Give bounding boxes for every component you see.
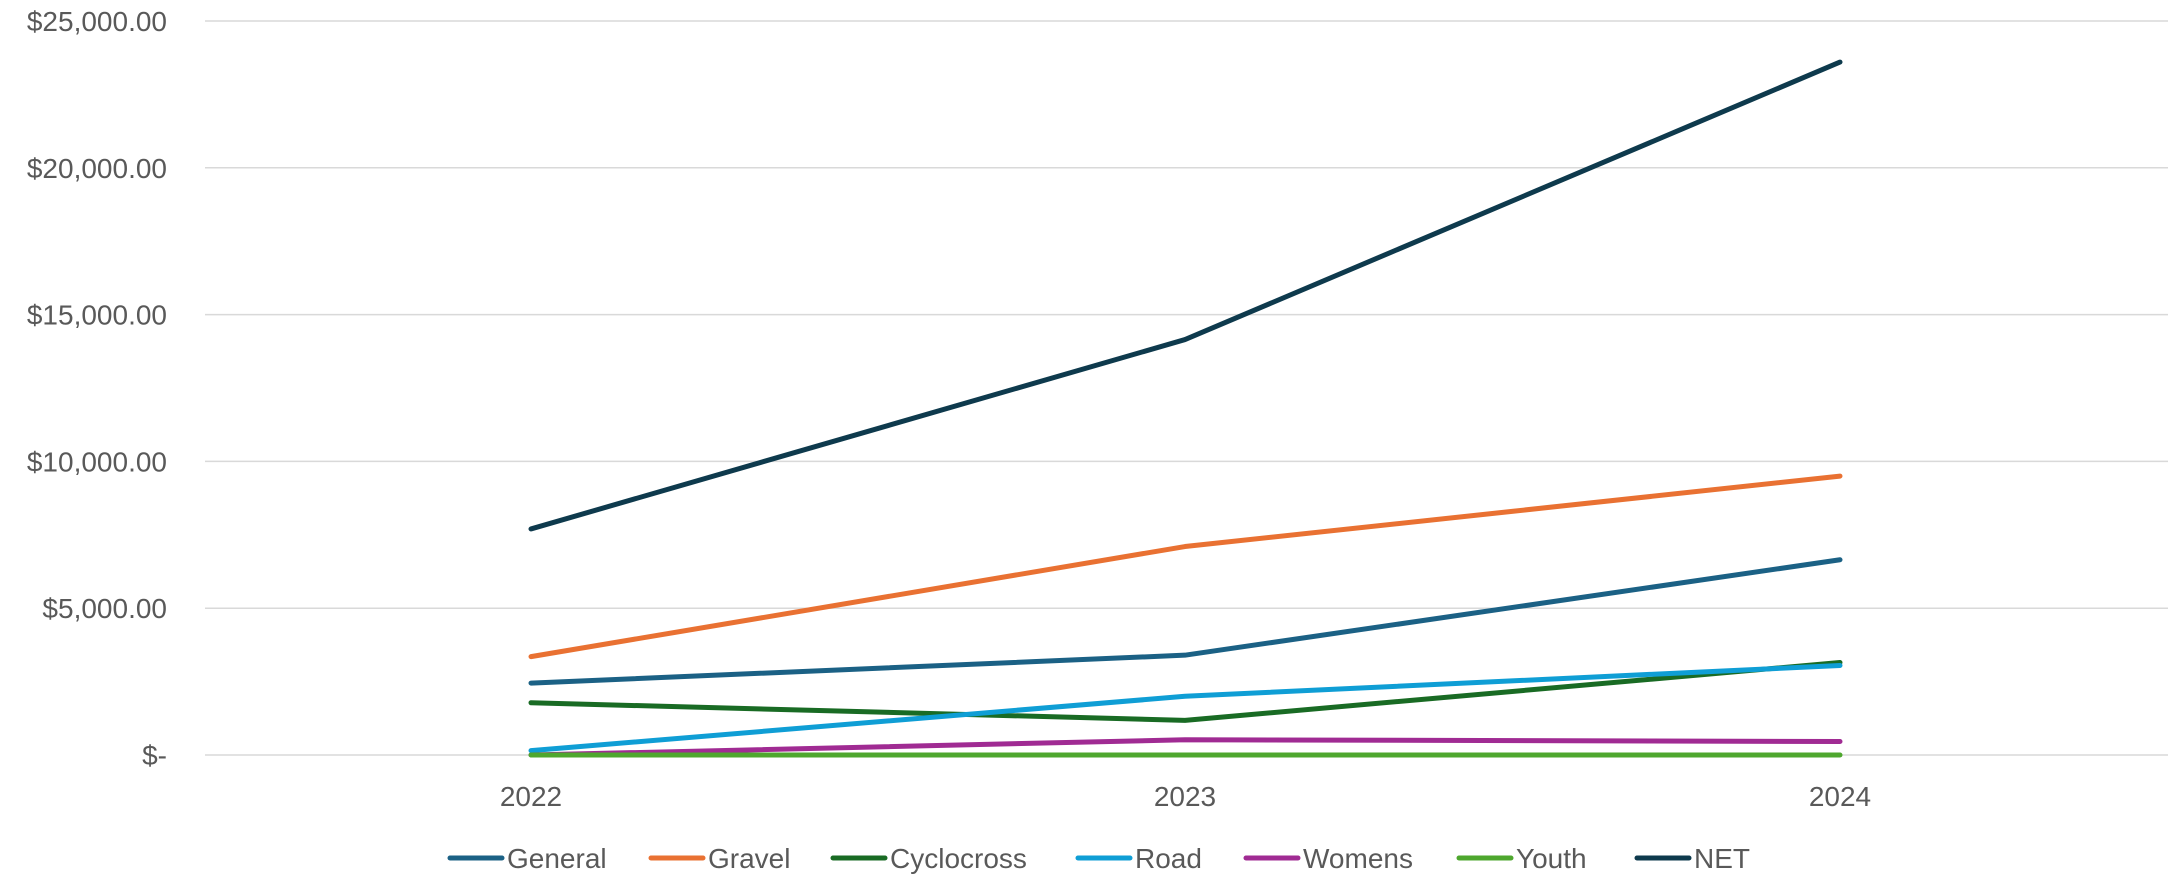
legend-label: Gravel	[708, 843, 790, 874]
y-tick-label: $10,000.00	[27, 446, 167, 477]
legend: General Gravel Cyclocross Road Womens Youth NE…	[447, 843, 1750, 874]
legend-label: NET	[1694, 843, 1750, 874]
legend-item-youth: Youth	[1456, 843, 1587, 874]
y-axis-tick-labels: $- $5,000.00 $10,000.00 $15,000.00 $20,000.0…	[27, 6, 167, 771]
y-tick-label: $-	[142, 740, 167, 771]
series-line-road	[528, 662, 1843, 754]
gridlines	[205, 20, 2168, 756]
series-line-net	[528, 59, 1843, 532]
legend-label: Womens	[1303, 843, 1413, 874]
x-tick-label: 2024	[1809, 781, 1871, 812]
x-tick-label: 2023	[1154, 781, 1216, 812]
legend-item-general: General	[447, 843, 607, 874]
legend-item-cyclocross: Cyclocross	[830, 843, 1027, 874]
legend-label: Youth	[1516, 843, 1587, 874]
x-axis-tick-labels: 2022 2023 2024	[500, 781, 1871, 812]
y-tick-label: $20,000.00	[27, 153, 167, 184]
series-lines	[528, 59, 1843, 758]
legend-item-road: Road	[1075, 843, 1202, 874]
series-line-general	[528, 557, 1843, 686]
legend-label: General	[507, 843, 607, 874]
legend-label: Cyclocross	[890, 843, 1027, 874]
series-line-gravel	[528, 473, 1843, 660]
series-line-womens	[528, 737, 1843, 758]
x-tick-label: 2022	[500, 781, 562, 812]
y-tick-label: $25,000.00	[27, 6, 167, 37]
legend-item-womens: Womens	[1243, 843, 1413, 874]
legend-label: Road	[1135, 843, 1202, 874]
legend-item-net: NET	[1634, 843, 1750, 874]
y-tick-label: $15,000.00	[27, 300, 167, 331]
y-tick-label: $5,000.00	[42, 593, 167, 624]
series-line-cyclocross	[528, 660, 1843, 723]
legend-item-gravel: Gravel	[648, 843, 790, 874]
